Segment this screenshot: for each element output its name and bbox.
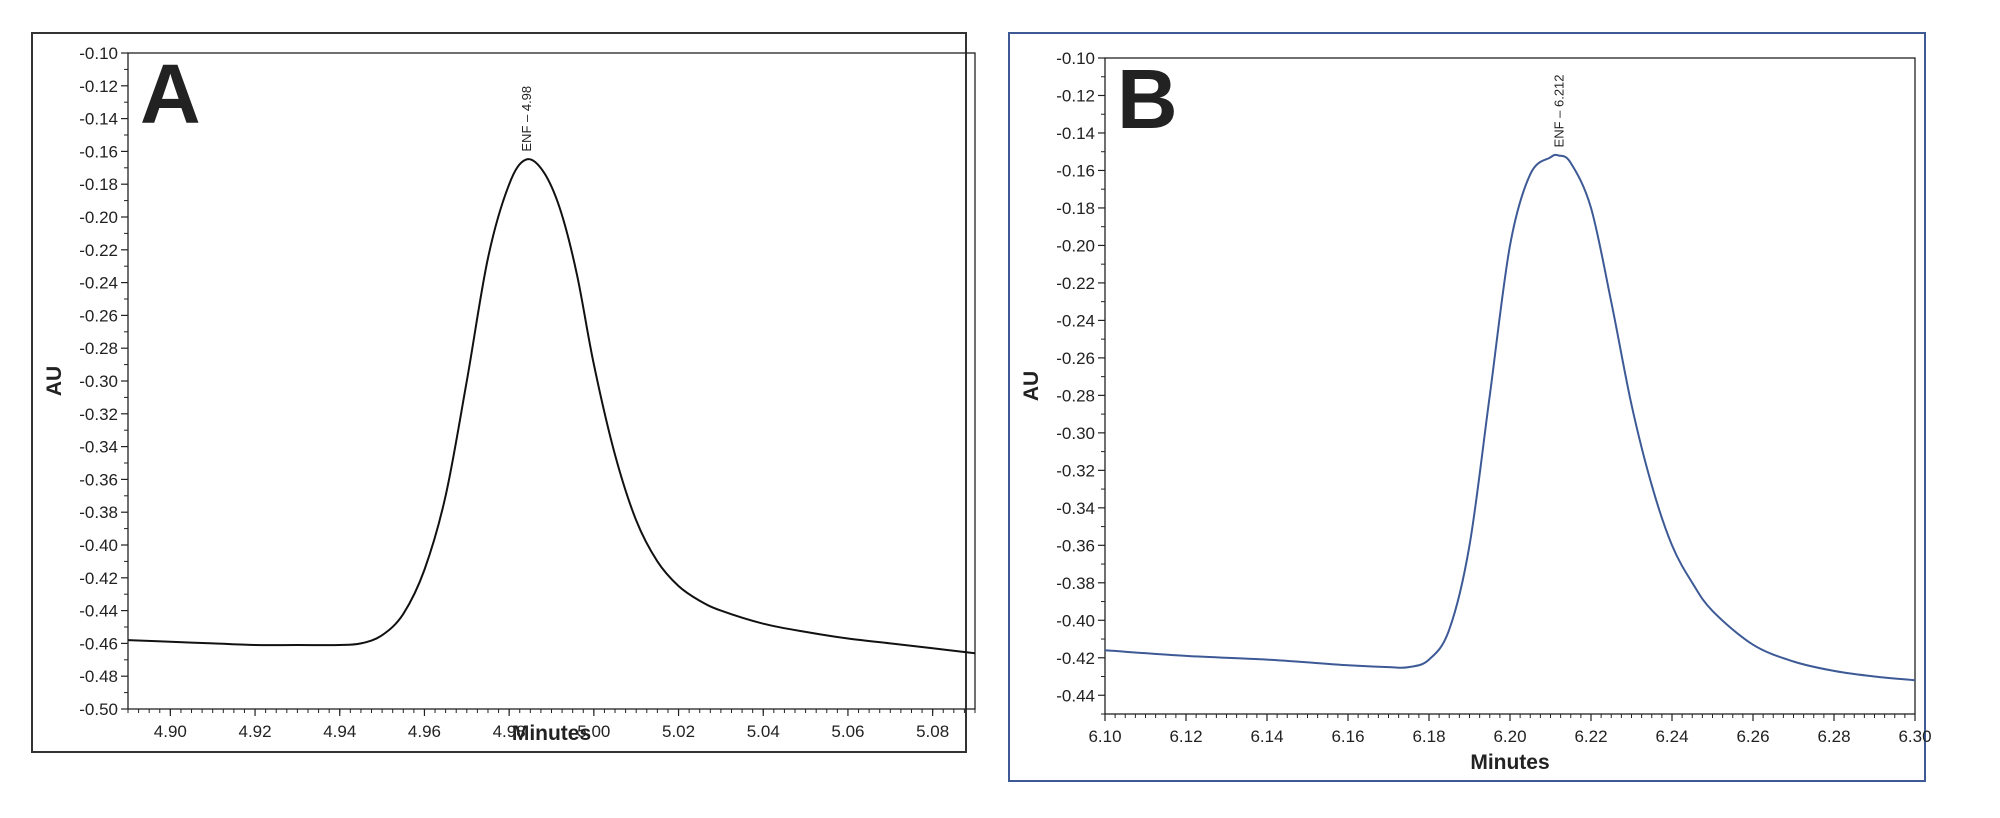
chart-panel-b: -0.10 -0.12 -0.14 -0.16 -0.18 -0.20 -0.22 -0.24… <box>1008 32 1932 782</box>
x-tick-label-6-28: 6.28 <box>1817 727 1850 746</box>
plot-area-border <box>127 52 976 710</box>
y-tick-label-0-30: -0.30 <box>79 372 118 391</box>
y-tick-label-0-30: -0.30 <box>1056 424 1095 443</box>
y-tick-label-0-32: -0.32 <box>1056 461 1095 480</box>
y-tick-label-0-24: -0.24 <box>1056 311 1095 330</box>
y-tick-label-0-16: -0.16 <box>79 142 118 161</box>
y-tick-label-0-28: -0.28 <box>1056 386 1095 405</box>
x-tick-label-6-26: 6.26 <box>1736 727 1769 746</box>
y-tick-label-0-36: -0.36 <box>1056 536 1095 555</box>
x-tick-label-4-96: 4.96 <box>408 722 441 741</box>
y-tick-label-0-18: -0.18 <box>1056 199 1095 218</box>
x-tick-label-4-98: 4.98 <box>493 722 526 741</box>
x-tick-label-6-16: 6.16 <box>1331 727 1364 746</box>
y-tick-label-0-28: -0.28 <box>79 339 118 358</box>
x-tick-label-5-06: 5.06 <box>831 722 864 741</box>
x-tick-label-4-90: 4.90 <box>154 722 187 741</box>
chromatogram-line <box>127 158 976 655</box>
peak-label: ENF – 4.98 <box>519 86 534 152</box>
y-tick-label-0-34: -0.34 <box>79 438 118 457</box>
y-tick-label-0-14: -0.14 <box>79 110 118 129</box>
y-tick-label-0-10: -0.10 <box>1056 49 1095 68</box>
panel-frame <box>1008 32 1926 782</box>
x-tick-label-6-10: 6.10 <box>1088 727 1121 746</box>
y-tick-label-0-38: -0.38 <box>79 503 118 522</box>
x-tick-label-4-94: 4.94 <box>323 722 356 741</box>
y-tick-label-0-16: -0.16 <box>1056 161 1095 180</box>
x-tick-label-5-02: 5.02 <box>662 722 695 741</box>
y-tick-label-0-34: -0.34 <box>1056 499 1095 518</box>
chromatogram-line <box>1104 153 1916 682</box>
y-axis-title: AU <box>43 366 66 396</box>
y-tick-label-0-50: -0.50 <box>79 700 118 719</box>
x-tick-label-6-24: 6.24 <box>1655 727 1688 746</box>
plot-area-border <box>1104 57 1916 715</box>
x-tick-label-6-14: 6.14 <box>1250 727 1283 746</box>
y-tick-label-0-20: -0.20 <box>79 208 118 227</box>
y-tick-label-0-24: -0.24 <box>79 274 118 293</box>
y-tick-label-0-22: -0.22 <box>79 241 118 260</box>
peak-label: ENF – 6.212 <box>1552 74 1567 147</box>
y-tick-label-0-32: -0.32 <box>79 405 118 424</box>
y-tick-label-0-14: -0.14 <box>1056 124 1095 143</box>
y-tick-label-0-46: -0.46 <box>79 634 118 653</box>
y-tick-label-0-44: -0.44 <box>1056 686 1095 705</box>
y-tick-label-0-10: -0.10 <box>79 44 118 63</box>
x-tick-label-4-92: 4.92 <box>239 722 272 741</box>
y-tick-label-0-48: -0.48 <box>79 667 118 686</box>
y-tick-label-0-44: -0.44 <box>79 602 118 621</box>
y-tick-label-0-20: -0.20 <box>1056 236 1095 255</box>
panel-letter: A <box>140 47 201 141</box>
y-tick-label-0-22: -0.22 <box>1056 274 1095 293</box>
y-tick-label-0-26: -0.26 <box>79 306 118 325</box>
x-tick-label-5-08: 5.08 <box>916 722 949 741</box>
y-tick-label-0-42: -0.42 <box>79 569 118 588</box>
y-tick-label-0-26: -0.26 <box>1056 349 1095 368</box>
y-tick-label-0-12: -0.12 <box>1056 86 1095 105</box>
y-tick-label-0-36: -0.36 <box>79 470 118 489</box>
y-tick-label-0-18: -0.18 <box>79 175 118 194</box>
panel-letter: B <box>1117 52 1178 146</box>
y-tick-label-0-42: -0.42 <box>1056 649 1095 668</box>
x-axis-title: Minutes <box>1470 751 1549 774</box>
chart-panel-a: -0.10 -0.12 -0.14 -0.16 -0.18 -0.20 -0.22 -0.24… <box>31 32 976 753</box>
x-tick-label-6-18: 6.18 <box>1412 727 1445 746</box>
y-tick-label-0-12: -0.12 <box>79 77 118 96</box>
x-tick-label-6-22: 6.22 <box>1574 727 1607 746</box>
y-tick-label-0-40: -0.40 <box>1056 611 1095 630</box>
x-tick-label-6-12: 6.12 <box>1169 727 1202 746</box>
x-tick-label-6-20: 6.20 <box>1493 727 1526 746</box>
y-tick-label-0-40: -0.40 <box>79 536 118 555</box>
panel-frame <box>31 32 967 753</box>
x-tick-label-6-30: 6.30 <box>1898 727 1931 746</box>
y-tick-label-0-38: -0.38 <box>1056 574 1095 593</box>
x-tick-label-5-04: 5.04 <box>747 722 780 741</box>
x-tick-label-5-00: 5.00 <box>577 722 610 741</box>
x-axis-title: Minutes <box>512 722 591 745</box>
y-axis-title: AU <box>1020 371 1043 401</box>
